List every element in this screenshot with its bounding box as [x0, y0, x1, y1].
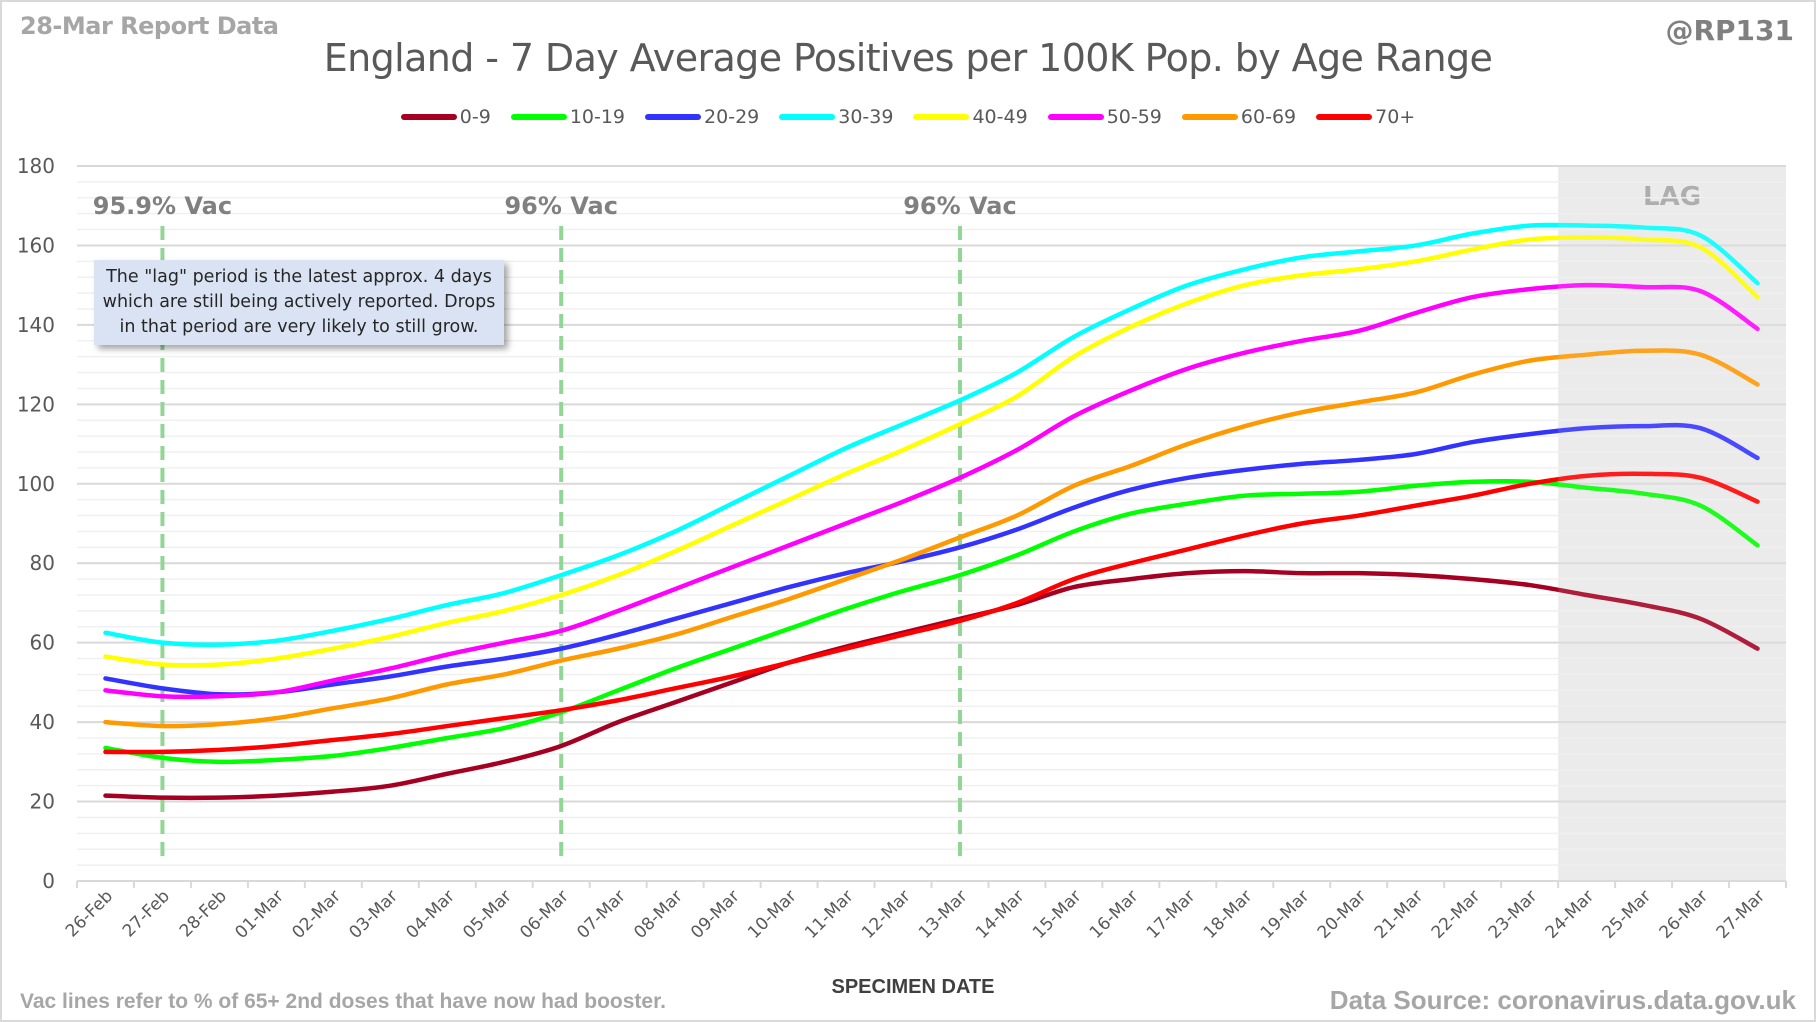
x-tick-label: 04-Mar	[402, 886, 458, 942]
x-tick-label: 03-Mar	[345, 886, 401, 942]
report-date-label: 28-Mar Report Data	[20, 12, 279, 40]
x-tick-label: 27-Mar	[1713, 886, 1769, 942]
x-tick-label: 26-Mar	[1656, 886, 1712, 942]
legend-label: 40-49	[972, 106, 1028, 128]
legend-label: 20-29	[704, 106, 760, 128]
x-tick-label: 14-Mar	[972, 886, 1028, 942]
y-tick-label: 60	[30, 631, 55, 655]
legend-label: 70+	[1375, 106, 1416, 128]
legend-item: 30-39	[779, 106, 893, 128]
y-tick-label: 140	[17, 313, 55, 337]
x-tick-label: 01-Mar	[231, 886, 287, 942]
legend-label: 50-59	[1106, 106, 1162, 128]
x-tick-label: 28-Feb	[176, 886, 231, 941]
series-line-0-9	[103, 568, 1760, 801]
legend-item: 60-69	[1181, 106, 1297, 128]
x-tick-label: 16-Mar	[1086, 886, 1142, 942]
y-tick-label: 120	[17, 392, 55, 416]
vac-label: 95.9% Vac	[93, 192, 232, 220]
legend-item: 50-59	[1047, 106, 1162, 128]
x-axis-title: SPECIMEN DATE	[831, 976, 995, 998]
legend-swatch	[1316, 114, 1373, 120]
series-line-30-39	[103, 222, 1760, 648]
series-line-20-29	[103, 422, 1760, 697]
y-tick-label: 160	[17, 233, 55, 257]
x-tick-label: 19-Mar	[1257, 886, 1313, 942]
data-source-label: Data Source: coronavirus.data.gov.uk	[1329, 985, 1796, 1015]
chart-title: England - 7 Day Average Positives per 10…	[323, 36, 1493, 80]
y-tick-label: 80	[30, 551, 55, 575]
x-tick-label: 15-Mar	[1029, 886, 1085, 942]
series-line-60-69	[103, 348, 1760, 729]
x-tick-label: 17-Mar	[1143, 886, 1199, 942]
y-tick-label: 20	[30, 790, 55, 814]
author-handle: @RP131	[1665, 14, 1794, 47]
legend-swatch	[645, 114, 702, 120]
lag-region-overlay	[1558, 166, 1786, 881]
y-tick-label: 40	[30, 710, 55, 734]
lag-label: LAG	[1643, 182, 1701, 212]
legend-swatch	[400, 114, 457, 120]
chart-legend: 0-9 10-19 20-29 30-39 40-49 50-59 60-69 70+	[0, 106, 1816, 128]
legend-swatch	[510, 114, 567, 120]
x-tick-label: 26-Feb	[62, 886, 117, 941]
legend-item: 10-19	[510, 106, 626, 128]
legend-item: 70+	[1316, 106, 1415, 128]
legend-label: 30-39	[838, 106, 894, 128]
x-tick-label: 18-Mar	[1200, 886, 1256, 942]
legend-label: 0-9	[459, 106, 491, 128]
legend-swatch	[913, 114, 970, 120]
series-line-40-49	[103, 235, 1760, 668]
legend-item: 0-9	[400, 106, 491, 128]
y-tick-label: 180	[17, 154, 55, 178]
x-tick-label: 22-Mar	[1428, 886, 1484, 942]
lag-annotation-note: The "lag" period is the latest approx. 4…	[94, 260, 504, 345]
legend-label: 60-69	[1240, 106, 1297, 128]
x-tick-label: 13-Mar	[915, 886, 971, 942]
x-tick-label: 07-Mar	[573, 886, 629, 942]
legend-swatch	[779, 114, 836, 120]
x-tick-label: 20-Mar	[1314, 886, 1370, 942]
vac-footnote: Vac lines refer to % of 65+ 2nd doses th…	[20, 990, 666, 1013]
vac-label: 96% Vac	[504, 192, 617, 220]
x-tick-label: 25-Mar	[1599, 886, 1655, 942]
y-tick-label: 0	[42, 869, 55, 893]
x-tick-label: 23-Mar	[1485, 886, 1541, 942]
legend-item: 20-29	[645, 106, 759, 128]
x-tick-label: 09-Mar	[687, 886, 743, 942]
vac-label: 96% Vac	[903, 192, 1016, 220]
legend-swatch	[1181, 114, 1238, 120]
x-tick-label: 11-Mar	[801, 886, 857, 942]
x-tick-label: 24-Mar	[1542, 886, 1598, 942]
legend-swatch	[1047, 114, 1104, 120]
series-line-50-59	[103, 282, 1760, 700]
x-tick-label: 06-Mar	[516, 886, 572, 942]
x-tick-label: 05-Mar	[459, 886, 515, 942]
x-tick-label: 10-Mar	[744, 886, 800, 942]
x-tick-label: 27-Feb	[119, 886, 174, 941]
y-tick-label: 100	[17, 472, 55, 496]
x-tick-label: 12-Mar	[858, 886, 914, 942]
series-line-10-19	[103, 478, 1760, 765]
x-tick-label: 08-Mar	[630, 886, 686, 942]
legend-item: 40-49	[913, 106, 1028, 128]
series-line-70plus	[103, 471, 1760, 755]
x-tick-label: 21-Mar	[1371, 886, 1427, 942]
legend-label: 10-19	[569, 106, 626, 128]
x-tick-label: 02-Mar	[288, 886, 344, 942]
